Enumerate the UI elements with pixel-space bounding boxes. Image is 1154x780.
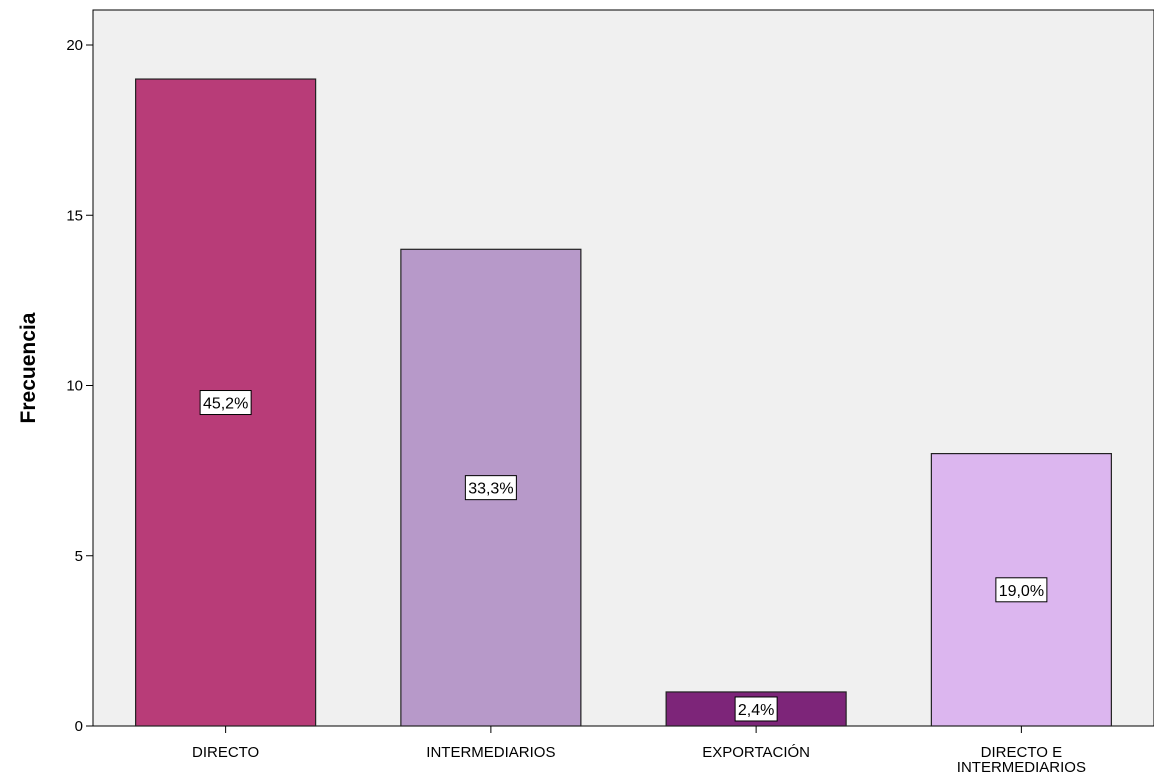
category-label: INTERMEDIARIOS [426, 744, 555, 761]
y-tick-label: 5 [75, 548, 83, 565]
y-tick-label: 10 [66, 378, 83, 395]
y-tick-label: 20 [66, 37, 83, 54]
category-label: INTERMEDIARIOS [957, 759, 1086, 776]
data-label: 19,0% [999, 583, 1044, 600]
y-axis-label: Frecuencia [17, 312, 40, 423]
category-label: DIRECTO [192, 744, 259, 761]
y-tick-label: 15 [66, 207, 83, 224]
data-label: 33,3% [468, 481, 513, 498]
data-label: 2,4% [738, 702, 774, 719]
y-tick-label: 0 [75, 718, 83, 735]
data-label: 45,2% [203, 396, 248, 413]
category-label: EXPORTACIÓN [702, 744, 810, 761]
